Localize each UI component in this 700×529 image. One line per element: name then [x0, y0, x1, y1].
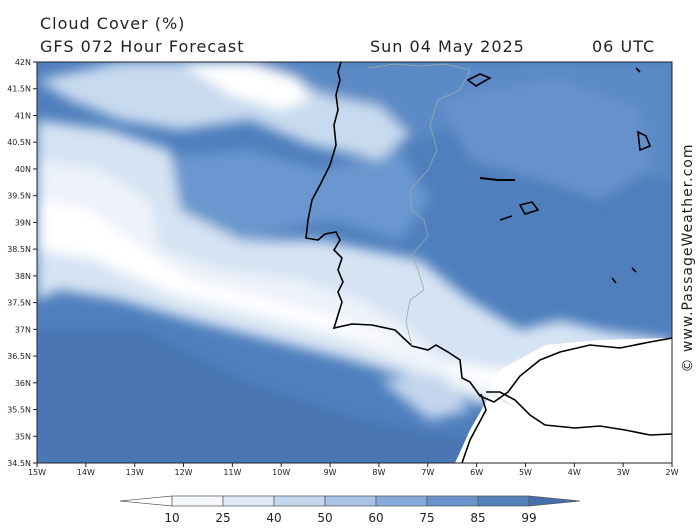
- colorbar-segment: [375, 495, 428, 507]
- colorbar-segment: [426, 495, 479, 507]
- colorbar-segment: [324, 495, 377, 507]
- lat-tick-label: 42N: [15, 58, 31, 67]
- colorbar-label: 85: [470, 511, 485, 525]
- lat-tick-label: 37N: [15, 325, 31, 334]
- lon-tick-label: 11W: [223, 468, 241, 477]
- lat-tick-label: 37.5N: [7, 299, 31, 308]
- lon-tick-label: 6W: [470, 468, 483, 477]
- map-title: Cloud Cover (%): [40, 14, 186, 33]
- lon-tick-label: 10W: [272, 468, 290, 477]
- colorbar-label: 50: [317, 511, 332, 525]
- lon-tick-label: 15W: [28, 468, 46, 477]
- colorbar-label: 99: [521, 511, 536, 525]
- latitude-axis: 42N 41.5N 41N 40.5N 40N 39.5N 39N 38.5N 38N 37.5N…: [7, 58, 37, 468]
- lat-tick-label: 35N: [15, 432, 31, 441]
- coastline: [305, 62, 672, 463]
- colorbar-segment: [477, 495, 530, 507]
- lon-tick-label: 3W: [617, 468, 630, 477]
- lat-tick-label: 36.5N: [7, 352, 31, 361]
- country-border: [367, 63, 471, 347]
- lat-tick-label: 38.5N: [7, 245, 31, 254]
- forecast-subtitle: GFS 072 Hour Forecast: [40, 37, 245, 56]
- credit-label: © www.PassageWeather.com: [680, 143, 696, 373]
- lat-tick-label: 38N: [15, 272, 31, 281]
- lat-tick-label: 35.5N: [7, 406, 31, 415]
- lon-tick-label: 2W: [666, 468, 679, 477]
- lat-tick-label: 34.5N: [7, 459, 31, 468]
- lon-tick-label: 13W: [126, 468, 144, 477]
- lat-tick-label: 39.5N: [7, 192, 31, 201]
- colorbar-segment: [222, 495, 275, 507]
- lat-tick-label: 40.5N: [7, 138, 31, 147]
- colorbar-max-arrow: [528, 495, 581, 507]
- lon-tick-label: 8W: [372, 468, 385, 477]
- colorbar-label: 75: [419, 511, 434, 525]
- lon-tick-label: 14W: [77, 468, 95, 477]
- lat-tick-label: 41N: [15, 111, 31, 120]
- lon-tick-label: 12W: [174, 468, 192, 477]
- map-frame: [36, 61, 673, 464]
- forecast-date: Sun 04 May 2025: [370, 37, 525, 56]
- colorbar-segment: [273, 495, 326, 507]
- colorbar-min-arrow: [119, 495, 173, 507]
- lat-tick-label: 41.5N: [7, 85, 31, 94]
- lat-tick-label: 36N: [15, 379, 31, 388]
- longitude-axis: 15W 14W 13W 12W 11W 10W 9W 8W 7W 6W 5W 4W 3W 2W: [28, 463, 679, 477]
- colorbar-label: 40: [266, 511, 281, 525]
- colorbar-label: 10: [164, 511, 179, 525]
- colorbar-label: 60: [368, 511, 383, 525]
- lon-tick-label: 7W: [421, 468, 434, 477]
- colorbar: 10 25 40 50 60 75 85 99: [119, 495, 581, 525]
- land-mass: [455, 338, 672, 463]
- colorbar-label: 25: [215, 511, 230, 525]
- colorbar-segment: [171, 495, 224, 507]
- lon-tick-label: 4W: [568, 468, 581, 477]
- lat-tick-label: 39N: [15, 218, 31, 227]
- lon-tick-label: 9W: [324, 468, 337, 477]
- forecast-time: 06 UTC: [592, 37, 656, 56]
- lat-tick-label: 40N: [15, 165, 31, 174]
- lon-tick-label: 5W: [519, 468, 532, 477]
